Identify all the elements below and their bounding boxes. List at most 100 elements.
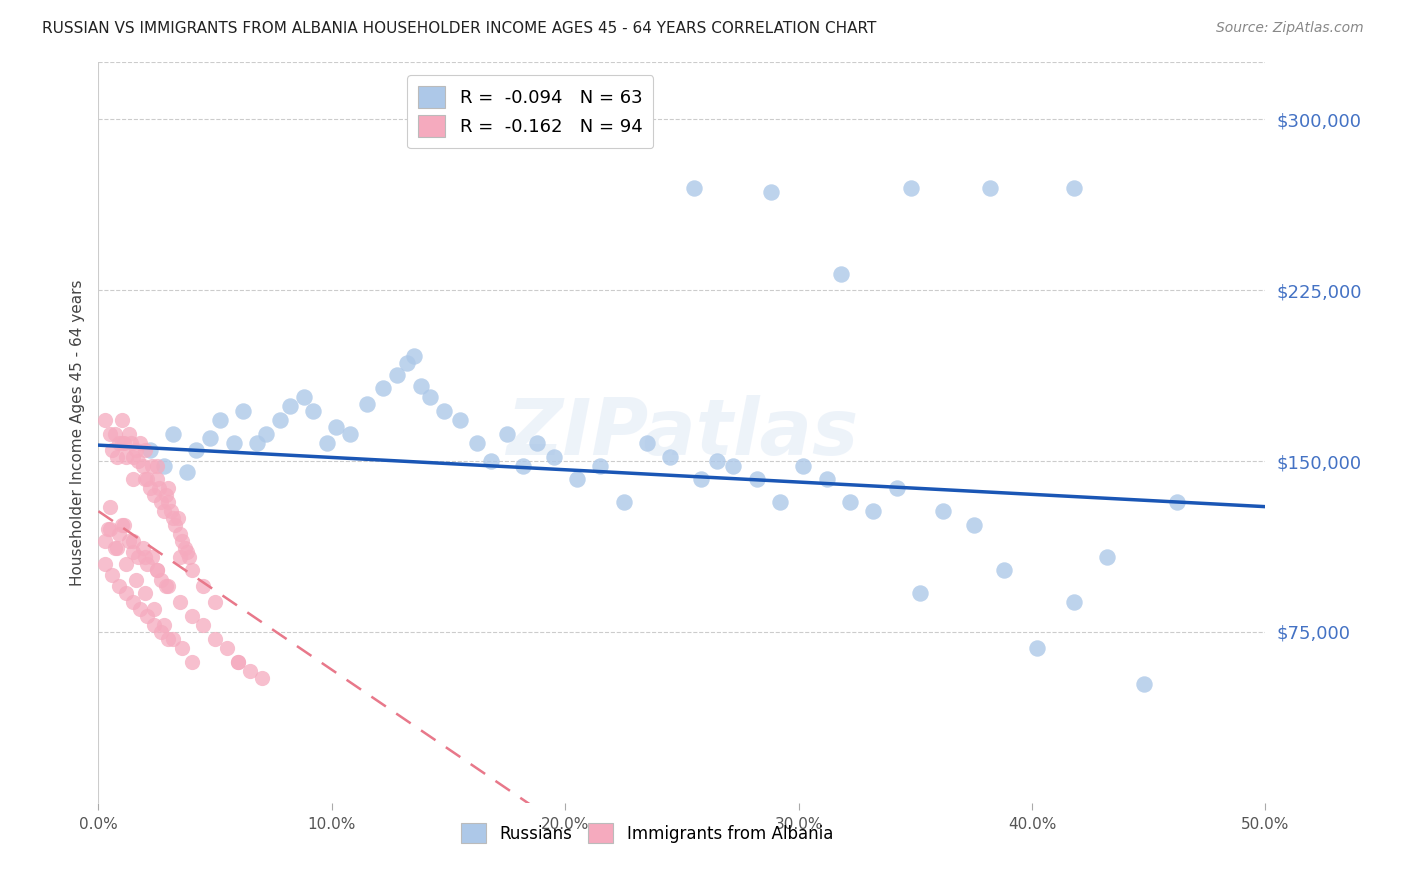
Point	[208, 413, 231, 427]
Point	[886, 482, 908, 496]
Point	[155, 579, 177, 593]
Point	[993, 564, 1015, 578]
Point	[141, 458, 163, 473]
Point	[125, 573, 148, 587]
Point	[132, 541, 155, 555]
Text: RUSSIAN VS IMMIGRANTS FROM ALBANIA HOUSEHOLDER INCOME AGES 45 - 64 YEARS CORRELA: RUSSIAN VS IMMIGRANTS FROM ALBANIA HOUSE…	[42, 21, 876, 36]
Point	[127, 454, 149, 468]
Point	[565, 472, 588, 486]
Point	[115, 557, 138, 571]
Point	[146, 564, 169, 578]
Point	[689, 472, 711, 486]
Point	[139, 482, 162, 496]
Point	[134, 442, 156, 457]
Point	[543, 450, 565, 464]
Point	[682, 180, 704, 194]
Point	[150, 495, 173, 509]
Point	[239, 664, 262, 678]
Point	[112, 435, 135, 450]
Point	[115, 586, 138, 600]
Point	[339, 426, 361, 441]
Point	[139, 442, 162, 457]
Point	[200, 431, 222, 445]
Point	[792, 458, 814, 473]
Point	[769, 495, 792, 509]
Point	[112, 517, 135, 532]
Point	[152, 458, 174, 473]
Point	[166, 511, 188, 525]
Point	[228, 655, 250, 669]
Point	[433, 404, 456, 418]
Point	[316, 435, 339, 450]
Point	[98, 500, 121, 514]
Point	[830, 268, 852, 282]
Point	[152, 618, 174, 632]
Point	[132, 458, 155, 473]
Point	[862, 504, 884, 518]
Point	[900, 180, 922, 194]
Point	[356, 397, 378, 411]
Point	[932, 504, 955, 518]
Point	[176, 545, 198, 559]
Point	[759, 186, 782, 200]
Point	[204, 632, 226, 646]
Point	[176, 466, 198, 480]
Point	[157, 482, 180, 496]
Point	[979, 180, 1001, 194]
Point	[136, 472, 159, 486]
Point	[228, 655, 250, 669]
Point	[706, 454, 728, 468]
Point	[115, 450, 138, 464]
Point	[173, 541, 195, 555]
Point	[1063, 595, 1085, 609]
Point	[723, 458, 745, 473]
Point	[143, 618, 166, 632]
Point	[193, 579, 215, 593]
Point	[162, 632, 184, 646]
Point	[108, 579, 131, 593]
Point	[162, 511, 184, 525]
Point	[1025, 640, 1047, 655]
Text: ZIPatlas: ZIPatlas	[506, 394, 858, 471]
Point	[589, 458, 612, 473]
Point	[180, 655, 202, 669]
Point	[155, 488, 177, 502]
Point	[134, 586, 156, 600]
Point	[127, 549, 149, 564]
Y-axis label: Householder Income Ages 45 - 64 years: Householder Income Ages 45 - 64 years	[69, 279, 84, 586]
Point	[908, 586, 931, 600]
Point	[465, 435, 488, 450]
Point	[269, 413, 291, 427]
Point	[962, 517, 984, 532]
Point	[129, 435, 152, 450]
Point	[159, 504, 181, 518]
Point	[172, 640, 194, 655]
Point	[122, 545, 145, 559]
Point	[162, 426, 184, 441]
Point	[496, 426, 519, 441]
Point	[143, 602, 166, 616]
Point	[122, 450, 145, 464]
Point	[129, 602, 152, 616]
Point	[105, 541, 128, 555]
Point	[134, 549, 156, 564]
Point	[134, 472, 156, 486]
Point	[152, 504, 174, 518]
Point	[104, 541, 127, 555]
Point	[101, 442, 124, 457]
Point	[409, 379, 432, 393]
Point	[302, 404, 325, 418]
Point	[180, 564, 202, 578]
Point	[150, 573, 173, 587]
Point	[1095, 549, 1118, 564]
Point	[815, 472, 838, 486]
Legend: Russians, Immigrants from Albania: Russians, Immigrants from Albania	[454, 816, 839, 850]
Point	[402, 349, 425, 363]
Point	[250, 671, 273, 685]
Point	[325, 420, 347, 434]
Point	[143, 488, 166, 502]
Point	[169, 549, 191, 564]
Point	[256, 426, 278, 441]
Point	[165, 517, 187, 532]
Point	[122, 595, 145, 609]
